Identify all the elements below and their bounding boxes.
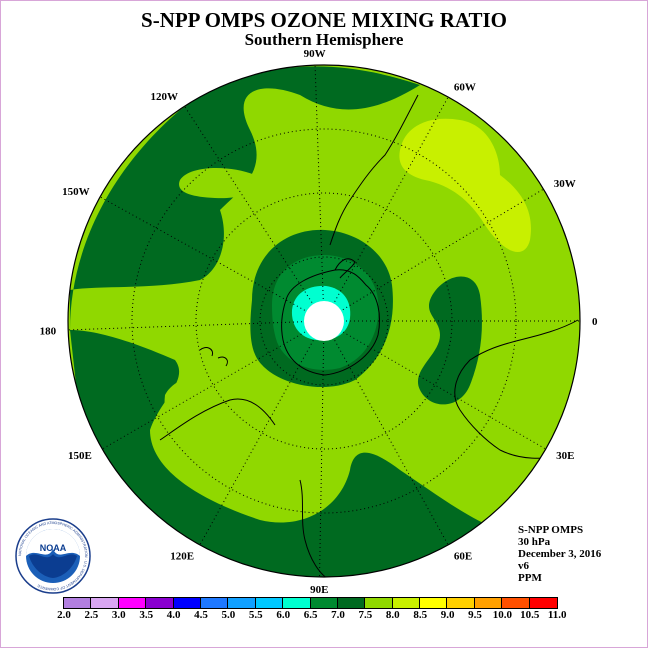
longitude-label-lon-90e: 90E xyxy=(310,584,328,596)
colorbar-cell xyxy=(283,598,311,608)
antarctic-peninsula xyxy=(334,258,356,279)
colorbar-tick-label: 10.0 xyxy=(492,609,513,621)
meridian-line xyxy=(99,196,306,311)
info-version: v6 xyxy=(518,560,529,572)
longitude-labels: 90W 60W 30W 0 30E 60E 90E 120E 150E 180 150W 120W xyxy=(40,48,598,596)
colorbar-cell xyxy=(64,598,92,608)
colorbar-cell xyxy=(200,598,229,608)
longitude-label-lon-90w: 90W xyxy=(304,48,326,60)
colorbar-tick-label: 7.5 xyxy=(358,609,373,621)
longitude-label-lon-60e: 60E xyxy=(454,550,472,562)
colorbar-tick-label: 3.0 xyxy=(111,609,126,621)
colorbar-tick-label: 2.5 xyxy=(84,609,99,621)
info-level: 30 hPa xyxy=(518,536,551,548)
map-boundary xyxy=(67,64,581,578)
region-light-green-sw xyxy=(164,371,294,481)
colorbar-tick-label: 8.5 xyxy=(413,609,428,621)
coastlines xyxy=(159,94,579,577)
colorbar-tick-label: 4.0 xyxy=(166,609,181,621)
meridian-line xyxy=(102,331,306,450)
missing-data-polar-cap xyxy=(304,301,344,341)
colorbar-cell xyxy=(228,598,256,608)
colorbar-tick-label: 3.5 xyxy=(139,609,154,621)
africa-coast xyxy=(454,319,579,459)
colorbar-tick-label: 8.0 xyxy=(385,609,400,621)
region-dark-green-east xyxy=(417,276,482,405)
colorbar-cell xyxy=(337,598,366,608)
meridian-line xyxy=(68,321,303,331)
longitude-label-lon-120e: 120E xyxy=(170,550,194,562)
region-light-green-patch xyxy=(179,168,261,199)
colorbar-tick-label: 9.0 xyxy=(440,609,455,621)
colorbar-cell xyxy=(392,598,421,608)
longitude-label-lon-120w: 120W xyxy=(151,91,179,103)
colorbar-cell xyxy=(118,598,147,608)
colorbar-cell xyxy=(447,598,475,608)
ozone-field xyxy=(68,65,580,577)
info-units: PPM xyxy=(518,572,542,584)
longitude-label-lon-0: 0 xyxy=(592,316,598,328)
colorbar-cell xyxy=(310,598,338,608)
colorbar-tick-label: 5.5 xyxy=(248,609,263,621)
longitude-label-lon-30e: 30E xyxy=(556,450,574,462)
longitude-label-lon-150e: 150E xyxy=(68,450,92,462)
meridian-line xyxy=(342,331,546,450)
meridians xyxy=(68,65,580,577)
longitude-label-lon-180: 180 xyxy=(40,325,57,337)
colorbar-cell xyxy=(365,598,393,608)
colorbar-ticks: 2.0 2.5 3.0 3.5 4.0 4.5 5.0 5.5 6.0 6.5 7.0 7.5 8.0 8… xyxy=(50,609,610,623)
noaa-logo: NOAA NATIONAL OCEANIC AND ATMOSPHERIC AD… xyxy=(15,518,91,594)
map-subtitle: Southern Hemisphere xyxy=(244,30,404,49)
new-zealand-region-coast xyxy=(159,398,276,441)
colorbar-tick-label: 4.5 xyxy=(194,609,208,621)
graticule xyxy=(131,128,517,514)
colorbar-tick-label: 11.0 xyxy=(547,609,567,621)
colorbar-cell xyxy=(420,598,448,608)
longitude-label-lon-30w: 30W xyxy=(554,178,576,190)
colorbar-cell xyxy=(255,598,284,608)
region-dark-green-west xyxy=(70,66,420,331)
region-yellow-green xyxy=(399,118,531,252)
colorbar-tick-label: 6.0 xyxy=(276,609,291,621)
colorbar-tick-label: 9.5 xyxy=(468,609,482,621)
colorbar-cell xyxy=(529,598,558,608)
colorbar-tick-label: 7.0 xyxy=(331,609,345,621)
colorbar-tick-label: 5.0 xyxy=(221,609,236,621)
australia-east-coast xyxy=(299,479,331,577)
colorbar-tick-label: 6.5 xyxy=(303,609,318,621)
region-dark-green-south xyxy=(70,330,500,577)
noaa-logo-text: NOAA xyxy=(40,543,67,553)
colorbar-tick-label: 2.0 xyxy=(57,609,71,621)
south-america-coast xyxy=(329,94,419,246)
info-date: December 3, 2016 xyxy=(518,548,602,560)
info-block: S-NPP OMPS 30 hPa December 3, 2016 v6 PP… xyxy=(518,524,601,584)
meridian-line xyxy=(319,342,325,577)
map-title: S-NPP OMPS OZONE MIXING RATIO xyxy=(141,8,507,32)
colorbar-cell xyxy=(91,598,119,608)
colorbar-tick-label: 10.5 xyxy=(520,609,540,621)
longitude-label-lon-60w: 60W xyxy=(454,82,476,94)
colorbar-cell xyxy=(173,598,201,608)
colorbar-cell xyxy=(146,598,174,608)
colorbar-cell xyxy=(502,598,530,608)
meridian-line xyxy=(314,65,324,300)
colorbar xyxy=(63,597,559,609)
island-coast xyxy=(199,347,228,367)
longitude-label-lon-150w: 150W xyxy=(62,186,90,198)
info-instrument: S-NPP OMPS xyxy=(518,524,584,536)
meridian-line xyxy=(342,188,544,311)
colorbar-cell xyxy=(474,598,503,608)
